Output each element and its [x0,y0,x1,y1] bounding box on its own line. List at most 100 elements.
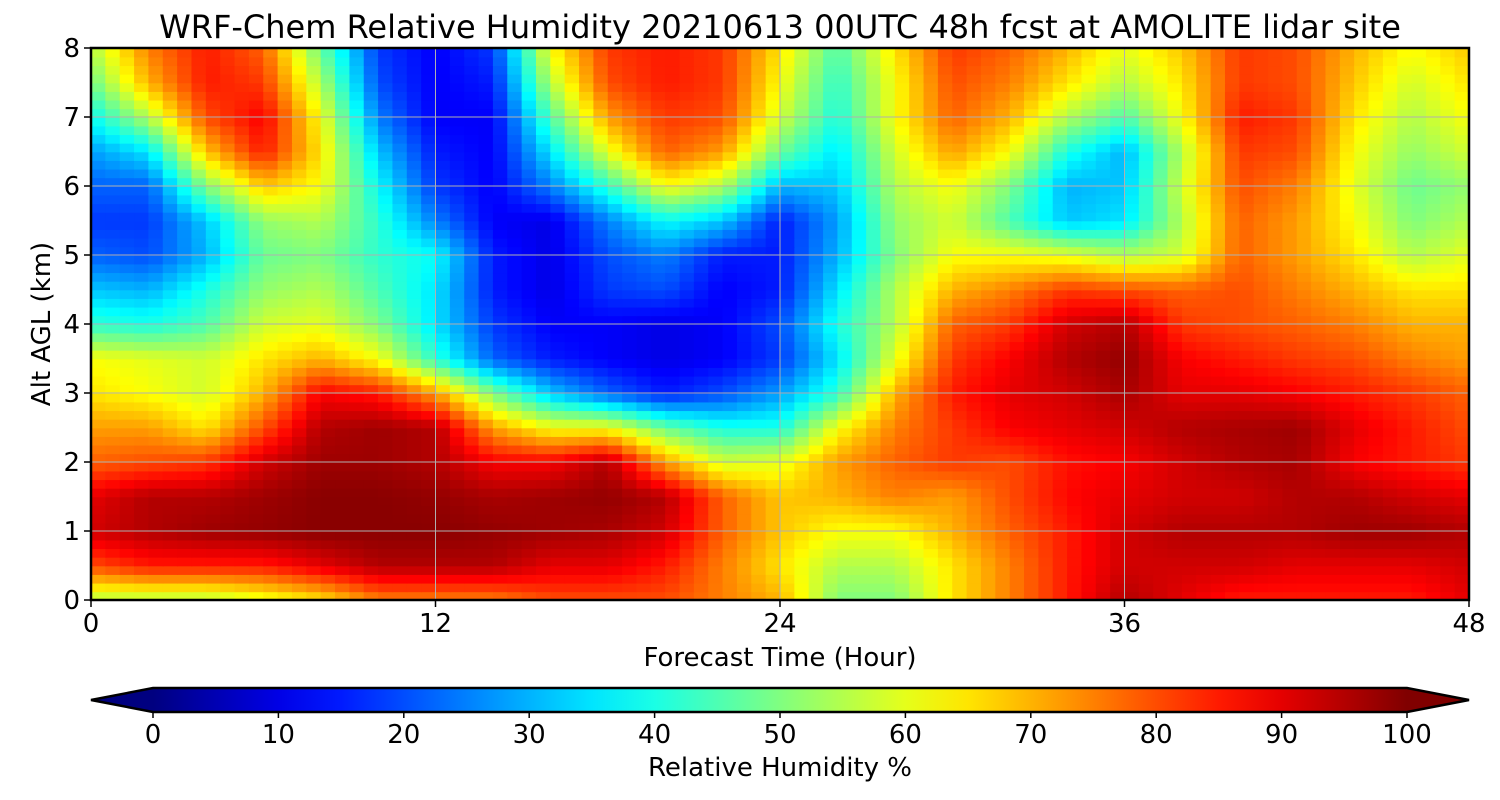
heatmap-cell [837,289,853,299]
heatmap-cell [119,289,135,299]
heatmap-cell [1325,539,1341,550]
heatmap-cell [837,410,853,420]
heatmap-cell [593,384,609,394]
heatmap-cell [708,237,724,248]
heatmap-cell [1368,263,1384,274]
heatmap-cell [880,315,896,325]
heatmap-cell [564,548,580,558]
heatmap-cell [708,470,724,481]
heatmap-cell [1282,358,1298,368]
heatmap-cell [937,479,954,489]
heatmap-cell [277,513,293,524]
heatmap-cell [1196,160,1212,170]
heatmap-cell [851,393,867,403]
heatmap-cell [320,186,336,196]
heatmap-cell [1210,522,1226,532]
heatmap-cell [1325,487,1341,498]
heatmap-cell [1110,393,1126,403]
heatmap-cell [736,427,753,437]
heatmap-cell [449,582,465,593]
heatmap-cell [1339,186,1355,196]
heatmap-cell [1382,470,1399,481]
heatmap-cell [995,479,1011,489]
heatmap-cell [851,349,867,360]
heatmap-cell [335,367,351,377]
heatmap-cell [1339,272,1355,282]
heatmap-cell [966,272,982,282]
heatmap-cell [162,384,178,394]
heatmap-cell [693,375,710,386]
heatmap-cell [406,160,422,170]
heatmap-cell [980,462,997,472]
heatmap-cell [1138,539,1154,550]
heatmap-cell [1067,462,1083,472]
heatmap-cell [234,263,250,274]
heatmap-cell [751,436,767,446]
heatmap-cell [665,487,681,498]
heatmap-cell [708,462,724,472]
heatmap-cell [148,384,164,394]
heatmap-cell [119,453,135,463]
heatmap-cell [378,470,394,481]
heatmap-cell [823,496,839,506]
heatmap-cell [1368,246,1384,256]
heatmap-cell [1009,427,1025,437]
heatmap-cell [894,574,910,584]
heatmap-cell [564,194,580,205]
heatmap-cell [535,453,552,463]
heatmap-cell [105,410,121,420]
heatmap-cell [535,548,552,558]
heatmap-cell [535,410,552,420]
heatmap-cell [162,211,178,222]
heatmap-cell [1282,255,1298,265]
heatmap-cell [765,427,781,437]
heatmap-cell [751,255,767,265]
heatmap-cell [679,462,695,472]
heatmap-cell [177,237,193,248]
heatmap-cell [492,556,509,567]
heatmap-cell [1124,470,1140,481]
heatmap-cell [579,393,595,403]
heatmap-cell [780,367,796,377]
heatmap-cell [492,289,509,299]
heatmap-cell [765,401,781,412]
heatmap-cell [435,298,451,308]
heatmap-cell [162,255,178,265]
heatmap-cell [636,565,652,575]
heatmap-cell [1067,548,1083,558]
heatmap-cell [636,341,652,351]
heatmap-cell [162,574,178,584]
heatmap-cell [478,444,494,455]
heatmap-cell [665,427,681,437]
heatmap-cell [507,548,523,558]
heatmap-cell [1196,384,1212,394]
heatmap-cell [937,237,954,248]
heatmap-cell [995,367,1011,377]
heatmap-cell [1454,298,1469,308]
heatmap-cell [335,203,351,213]
heatmap-cell [650,349,666,360]
heatmap-cell [335,462,351,472]
heatmap-cell [952,168,968,179]
heatmap-cell [277,470,293,481]
heatmap-cell [736,470,753,481]
heatmap-cell [708,220,724,230]
heatmap-cell [579,513,595,524]
heatmap-cell [1454,556,1469,567]
heatmap-cell [1425,384,1442,394]
heatmap-cell [1311,220,1327,230]
heatmap-cell [521,280,537,291]
heatmap-cell [1052,462,1068,472]
heatmap-cell [119,418,135,429]
heatmap-cell [1181,246,1198,256]
heatmap-cell [1067,367,1083,377]
heatmap-cell [1425,298,1442,308]
heatmap-cell [780,565,796,575]
heatmap-cell [435,315,451,325]
heatmap-cell [492,220,509,230]
heatmap-cell [564,384,580,394]
heatmap-cell [1325,306,1341,317]
heatmap-cell [1282,160,1298,170]
heatmap-cell [507,513,523,524]
heatmap-cell [234,574,250,584]
